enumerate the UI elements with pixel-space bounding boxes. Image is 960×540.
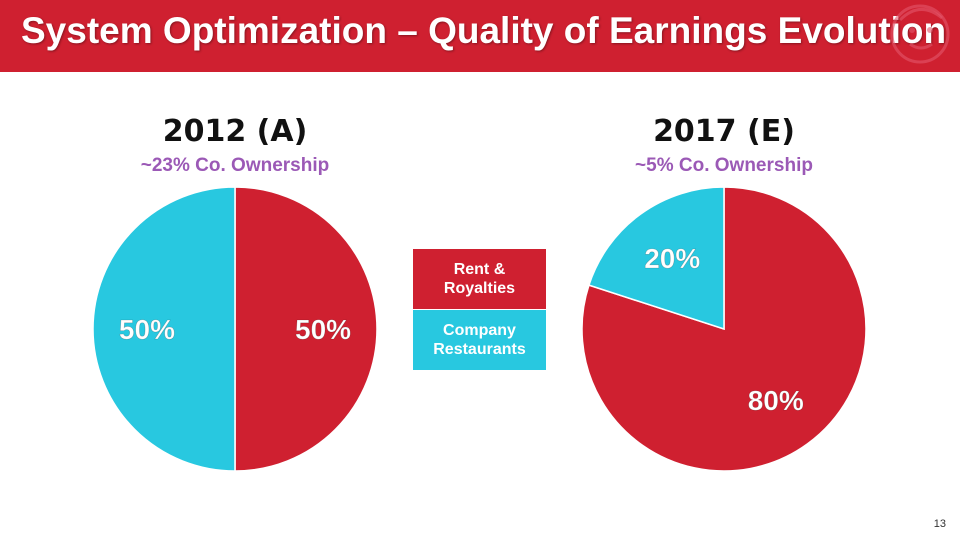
chart-2012-title: 2012 (A)	[162, 114, 308, 149]
pie-2017-label-rent-royalties: 80%	[748, 385, 804, 416]
pie-2017-label-company-restaurants: 20%	[644, 243, 700, 274]
pie-2012-slice-rent-royalties	[234, 186, 378, 472]
pie-2017-slice-company-restaurants	[588, 186, 725, 331]
page-title: System Optimization – Quality of Earning…	[21, 10, 947, 51]
pie-2012-slice-company-restaurants	[92, 186, 236, 472]
mascot-watermark-icon	[890, 4, 950, 64]
header-bar: System Optimization – Quality of Earning…	[0, 0, 960, 72]
pie-2012-label-company-restaurants: 50%	[119, 314, 175, 345]
pie-2012-label-rent-royalties: 50%	[295, 314, 351, 345]
legend-rent-royalties: Rent & Royalties	[413, 249, 546, 309]
chart-2017-title: 2017 (E)	[653, 114, 795, 149]
legend-company-restaurants: Company Restaurants	[413, 310, 546, 370]
chart-2017-subtitle: ~5% Co. Ownership	[635, 155, 813, 176]
chart-2012-subtitle: ~23% Co. Ownership	[140, 155, 330, 176]
page-number: 13	[933, 518, 946, 530]
